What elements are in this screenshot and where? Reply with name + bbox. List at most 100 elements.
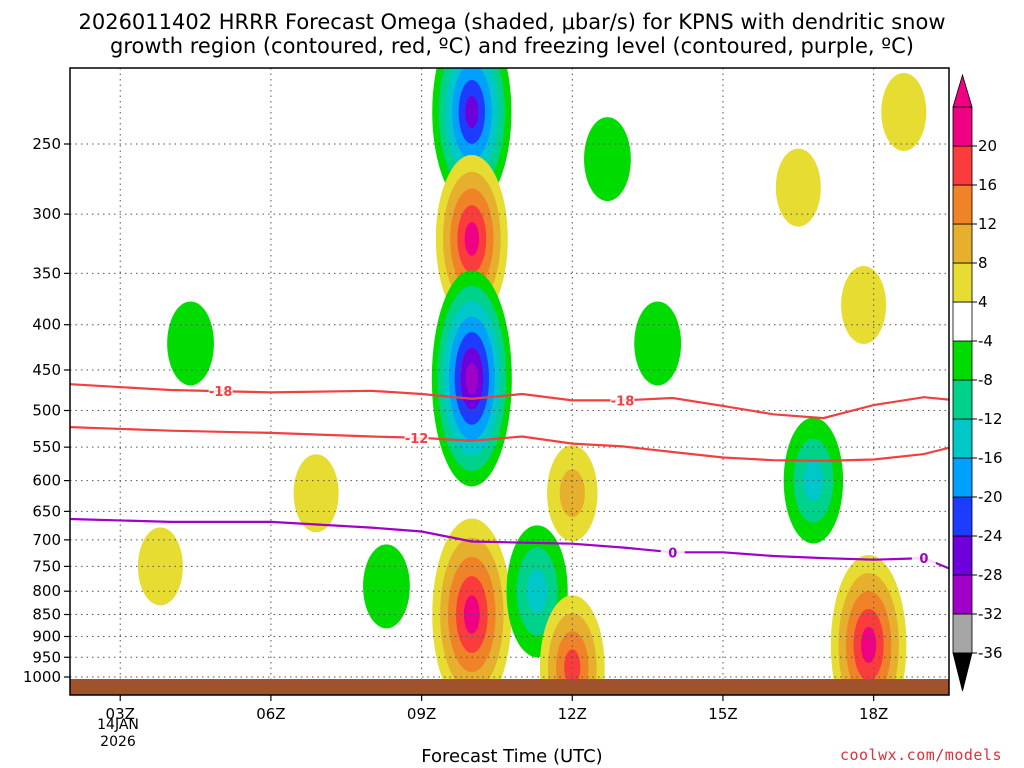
colorbar-under-arrow [952, 652, 973, 692]
colorbar-label: 12 [978, 215, 997, 233]
omega-feature [137, 527, 183, 606]
contour-label-bg [404, 430, 429, 445]
x-tick-label: 18Z [859, 705, 888, 723]
colorbar-label: -24 [978, 527, 1003, 545]
omega-band [137, 527, 183, 606]
omega-feature [432, 68, 512, 208]
omega-band [526, 569, 548, 614]
contour-label-bg [610, 393, 635, 408]
colorbar-label: -28 [978, 566, 1003, 584]
credit-text: coolwx.com/models [839, 746, 1002, 764]
contour-label-bg [660, 545, 685, 560]
colorbar-label: 20 [978, 137, 997, 155]
colorbar-label: 16 [978, 176, 997, 194]
contour-line [70, 383, 949, 420]
omega-feature [506, 525, 568, 658]
contour-line [70, 517, 949, 570]
colorbar-label: -20 [978, 488, 1003, 506]
title-line-2: growth region (contoured, red, ºC) and f… [110, 34, 914, 58]
omega-band [465, 363, 478, 394]
colorbar-swatch [952, 262, 973, 303]
omega-band [841, 265, 887, 344]
colorbar-swatch [952, 340, 973, 381]
contour-label: 0 [919, 552, 928, 567]
omega-band [167, 301, 214, 386]
omega-feature [775, 148, 821, 227]
colorbar-swatch [952, 574, 973, 615]
plot-frame [69, 67, 950, 696]
colorbar-label: -8 [978, 371, 993, 389]
ground-surface [70, 679, 949, 695]
x-tick-label: 03Z [106, 705, 135, 723]
omega-band [464, 222, 480, 256]
omega-band [881, 72, 927, 151]
omega-band [559, 469, 585, 518]
omega-feature [584, 117, 631, 202]
start-date-year: 2026 [100, 734, 136, 750]
contour-label: 0 [668, 546, 677, 561]
omega-feature [547, 445, 598, 542]
colorbar-swatch [952, 535, 973, 576]
colorbar-swatch [952, 418, 973, 459]
omega-band [465, 95, 479, 128]
y-tick-label: 550 [32, 438, 61, 456]
colorbar-label: -4 [978, 332, 993, 350]
x-tick-label: 12Z [558, 705, 587, 723]
y-tick-label: 700 [32, 531, 61, 549]
y-tick-label: 800 [32, 582, 61, 600]
colorbar-label: 8 [978, 254, 988, 272]
colorbar-swatch [952, 613, 973, 654]
colorbar-label: -36 [978, 644, 1003, 662]
omega-band [363, 544, 410, 629]
omega-feature [830, 554, 907, 695]
title-line-1: 2026011402 HRRR Forecast Omega (shaded, … [78, 10, 946, 34]
y-tick-label: 350 [32, 264, 61, 282]
colorbar-swatch [952, 457, 973, 498]
omega-band [634, 301, 682, 386]
colorbar-label: -12 [978, 410, 1003, 428]
contour-label: -12 [405, 432, 429, 447]
x-tick-label: 09Z [407, 705, 436, 723]
colorbar-label: 4 [978, 293, 988, 311]
x-axis-label: Forecast Time (UTC) [421, 746, 603, 767]
omega-feature [167, 301, 214, 386]
y-tick-label: 900 [32, 627, 61, 645]
y-tick-label: 650 [32, 502, 61, 520]
colorbar-label: -16 [978, 449, 1003, 467]
y-tick-label: 950 [32, 648, 61, 666]
start-date-day: 14JAN [97, 717, 139, 733]
omega-band [775, 148, 821, 227]
contour-label-bg [911, 551, 936, 566]
colorbar-swatch [952, 496, 973, 537]
omega-feature [363, 544, 410, 629]
omega-band [584, 117, 631, 202]
colorbar-swatch [952, 106, 973, 147]
colorbar-over-arrow [952, 73, 973, 108]
omega-band [564, 649, 581, 686]
y-tick-label: 1000 [23, 668, 61, 686]
x-tick-label: 06Z [256, 705, 285, 723]
y-tick-label: 600 [32, 472, 61, 490]
y-tick-label: 500 [32, 402, 61, 420]
omega-band [861, 626, 877, 663]
contour-label: -18 [611, 394, 635, 409]
contour-line [70, 426, 949, 463]
contour-label-bg [208, 384, 233, 399]
y-tick-label: 400 [32, 316, 61, 334]
x-tick-label: 15Z [708, 705, 737, 723]
omega-band [293, 454, 339, 533]
y-tick-label: 850 [32, 606, 61, 624]
omega-feature [634, 301, 682, 386]
omega-feature [881, 72, 927, 151]
colorbar-swatch [952, 223, 973, 264]
y-tick-label: 250 [32, 135, 61, 153]
colorbar-swatch [952, 301, 973, 342]
y-tick-label: 450 [32, 361, 61, 379]
colorbar-swatch [952, 184, 973, 225]
contour-label: -18 [209, 385, 233, 400]
omega-feature [431, 270, 512, 487]
colorbar-swatch [952, 379, 973, 420]
omega-feature [841, 265, 887, 344]
y-tick-label: 750 [32, 557, 61, 575]
